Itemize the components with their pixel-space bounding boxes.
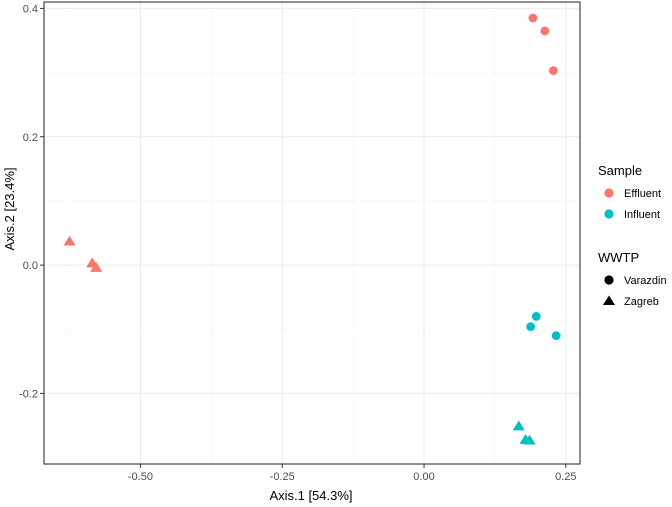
x-axis-title: Axis.1 [54.3%] <box>269 488 352 503</box>
legend-title-sample: Sample <box>598 163 642 178</box>
legend-title-wwtp: WWTP <box>598 250 639 265</box>
x-tick-label: -0.50 <box>128 471 153 483</box>
data-point-circle <box>551 331 561 341</box>
y-axis-title: Axis.2 [23.4%] <box>2 167 17 250</box>
y-tick-label: -0.2 <box>19 388 38 400</box>
plot-border <box>43 1 581 465</box>
legend: Sample Effluent Influent WWTP Varazdin Z… <box>598 163 667 308</box>
data-point-circle <box>548 66 558 76</box>
data-point-circle <box>540 26 550 36</box>
data-point-circle <box>526 322 536 332</box>
x-tick-label: 0.25 <box>555 471 576 483</box>
plot-area: -0.50 -0.25 0.00 0.25 -0.2 0.0 0.2 0.4 <box>19 1 581 483</box>
legend-label-effluent: Effluent <box>624 188 661 200</box>
data-point-triangle <box>63 235 76 246</box>
x-tick-label: -0.25 <box>270 471 295 483</box>
legend-key-influent <box>604 209 614 219</box>
y-tick-label: 0.0 <box>23 260 38 272</box>
data-point-triangle <box>523 434 536 445</box>
data-point-circle <box>528 13 538 23</box>
data-point-triangle <box>512 420 525 431</box>
legend-label-varazdin: Varazdin <box>624 275 667 287</box>
y-tick-label: 0.4 <box>23 3 38 15</box>
legend-key-effluent <box>604 188 614 198</box>
legend-label-influent: Influent <box>624 209 660 221</box>
legend-key-zagreb <box>603 295 615 305</box>
x-tick-label: 0.00 <box>413 471 434 483</box>
legend-label-zagreb: Zagreb <box>624 296 659 308</box>
y-tick-label: 0.2 <box>23 132 38 144</box>
legend-key-varazdin <box>604 275 614 285</box>
plot-panel <box>44 2 580 464</box>
data-point-circle <box>531 312 541 321</box>
data-point-triangle <box>90 262 103 272</box>
